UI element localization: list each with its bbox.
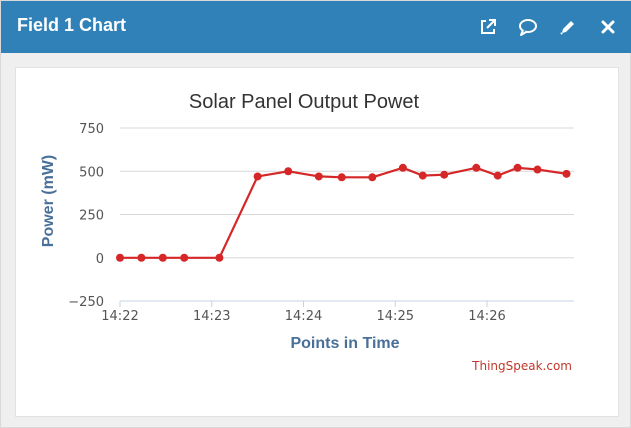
- data-point[interactable]: [284, 167, 293, 176]
- chart-title: Solar Panel Output Powet: [189, 91, 420, 113]
- widget-header: Field 1 Chart: [1, 1, 631, 53]
- external-link-icon[interactable]: [478, 17, 498, 37]
- data-point[interactable]: [215, 253, 224, 262]
- thingspeak-credit[interactable]: ThingSpeak.com: [471, 359, 572, 373]
- x-axis-ticks: 14:22 14:23 14:24 14:25 14:26: [101, 301, 506, 324]
- x-tick-label: 14:26: [468, 309, 505, 324]
- x-tick-label: 14:24: [285, 309, 322, 324]
- header-toolbar: [478, 15, 618, 39]
- widget-title: Field 1 Chart: [17, 15, 127, 35]
- y-tick-label: 0: [96, 252, 104, 267]
- close-icon[interactable]: [598, 17, 618, 37]
- data-point[interactable]: [418, 171, 427, 180]
- y-axis-ticks: 750 500 250 0 −250: [68, 122, 104, 310]
- data-point[interactable]: [116, 253, 124, 262]
- x-axis-label: Points in Time: [290, 335, 399, 352]
- comment-icon[interactable]: [518, 17, 538, 37]
- data-point[interactable]: [314, 172, 323, 181]
- data-point[interactable]: [533, 165, 542, 174]
- data-point[interactable]: [493, 171, 502, 180]
- series-line: [120, 166, 567, 259]
- y-tick-label: 500: [79, 165, 104, 180]
- data-point[interactable]: [440, 170, 449, 179]
- x-tick-label: 14:25: [377, 309, 414, 324]
- line-chart: Solar Panel Output Powet 7505002500−250 …: [40, 91, 574, 373]
- data-point[interactable]: [337, 173, 346, 182]
- pencil-icon[interactable]: [558, 17, 578, 37]
- data-point[interactable]: [180, 253, 189, 262]
- data-point[interactable]: [137, 253, 146, 262]
- series-group: [116, 163, 571, 262]
- data-point[interactable]: [253, 172, 262, 181]
- x-tick-label: 14:23: [193, 309, 230, 324]
- data-point[interactable]: [368, 173, 377, 182]
- y-tick-label: −250: [68, 295, 104, 310]
- data-point[interactable]: [398, 163, 407, 172]
- data-point[interactable]: [472, 163, 481, 172]
- data-point[interactable]: [158, 253, 167, 262]
- x-tick-label: 14:22: [101, 309, 138, 324]
- y-axis-label: Power (mW): [40, 155, 57, 247]
- y-tick-label: 250: [79, 209, 104, 224]
- y-tick-label: 750: [79, 122, 104, 137]
- data-point[interactable]: [513, 163, 522, 172]
- data-point[interactable]: [562, 169, 571, 178]
- grid-lines: [120, 127, 574, 259]
- chart-panel: Solar Panel Output Powet 750 500 250 0 −250 …: [15, 67, 619, 417]
